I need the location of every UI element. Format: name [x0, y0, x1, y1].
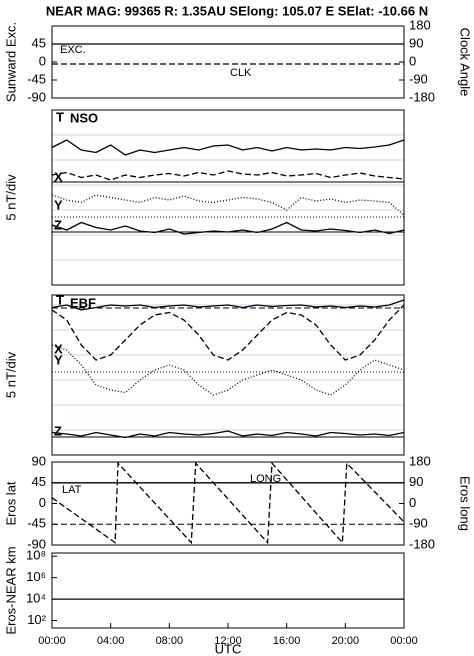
y-tick-label: -45: [27, 516, 46, 531]
y2-tick-label: -90: [409, 71, 428, 86]
y-tick-label: 10⁴: [26, 591, 46, 606]
y-axis-title: Eros-NEAR km: [3, 546, 18, 634]
series-label: LAT: [62, 484, 82, 496]
data-line: [51, 194, 405, 216]
data-line: [51, 139, 405, 156]
x-tick-label: 12:00: [214, 635, 242, 647]
data-line: [51, 430, 405, 439]
plot-frame: [51, 552, 405, 629]
y2-tick-label: 90: [409, 474, 423, 489]
y2-tick-label: 90: [409, 35, 423, 50]
series-label: X: [54, 169, 63, 184]
y-tick-label: 45: [32, 474, 46, 489]
data-line: [51, 299, 405, 311]
data-line: [51, 170, 405, 181]
data-line: [51, 304, 405, 361]
y2-tick-label: 180: [409, 17, 431, 32]
x-axis-title: UTC: [215, 641, 242, 656]
y-tick-label: 45: [32, 35, 46, 50]
y-tick-label: -90: [27, 89, 46, 104]
data-line: [51, 344, 405, 396]
x-tick-label: 16:00: [273, 635, 301, 647]
y-tick-label: 0: [39, 53, 46, 68]
y2-axis-title: Eros long: [458, 476, 473, 531]
y-tick-label: -90: [27, 536, 46, 551]
plot-frame: [51, 25, 405, 99]
y-axis-title: 5 nT/div: [3, 351, 18, 398]
y-tick-label: 10⁶: [26, 569, 46, 584]
series-label: Z: [54, 217, 62, 232]
y-tick-label: 10⁸: [26, 548, 46, 563]
y-axis-title: 5 nT/div: [3, 174, 18, 221]
x-tick-label: 00:00: [390, 635, 418, 647]
panel-label: NSO: [70, 110, 98, 125]
series-label: EXC.: [60, 44, 86, 56]
chart-title: NEAR MAG: 99365 R: 1.35AU SElong: 105.07…: [46, 3, 428, 18]
plot-frame: [51, 461, 405, 546]
y-tick-label: 10²: [27, 612, 46, 627]
y2-tick-label: -90: [409, 516, 428, 531]
x-tick-label: 08:00: [156, 635, 184, 647]
series-label: Z: [54, 423, 62, 438]
series-label: CLK: [230, 67, 252, 79]
x-tick-label: 04:00: [97, 635, 125, 647]
series-label: Y: [54, 197, 63, 212]
y-axis-title: Sunward Exc.: [3, 22, 18, 102]
series-label: X: [54, 341, 63, 356]
y2-tick-label: -180: [409, 536, 435, 551]
y2-tick-label: 180: [409, 453, 431, 468]
y2-tick-label: 0: [409, 53, 416, 68]
y2-tick-label: 0: [409, 495, 416, 510]
y-axis-title: Eros lat: [3, 481, 18, 525]
y-tick-label: -45: [27, 71, 46, 86]
y2-axis-title: Clock Angle: [458, 28, 473, 97]
plot-frame: [51, 109, 405, 286]
y-tick-label: 0: [39, 495, 46, 510]
series-label: T: [56, 292, 64, 307]
series-label: T: [56, 109, 64, 124]
series-label: LONG: [250, 473, 281, 485]
y-tick-label: 90: [32, 453, 46, 468]
data-line: [51, 461, 405, 545]
y2-tick-label: -180: [409, 89, 435, 104]
x-tick-label: 20:00: [332, 635, 360, 647]
series-label: Y: [54, 352, 63, 367]
data-line: [51, 221, 405, 235]
panel-label: EBF: [70, 295, 96, 310]
x-tick-label: 00:00: [38, 635, 66, 647]
plot-frame: [51, 294, 405, 456]
